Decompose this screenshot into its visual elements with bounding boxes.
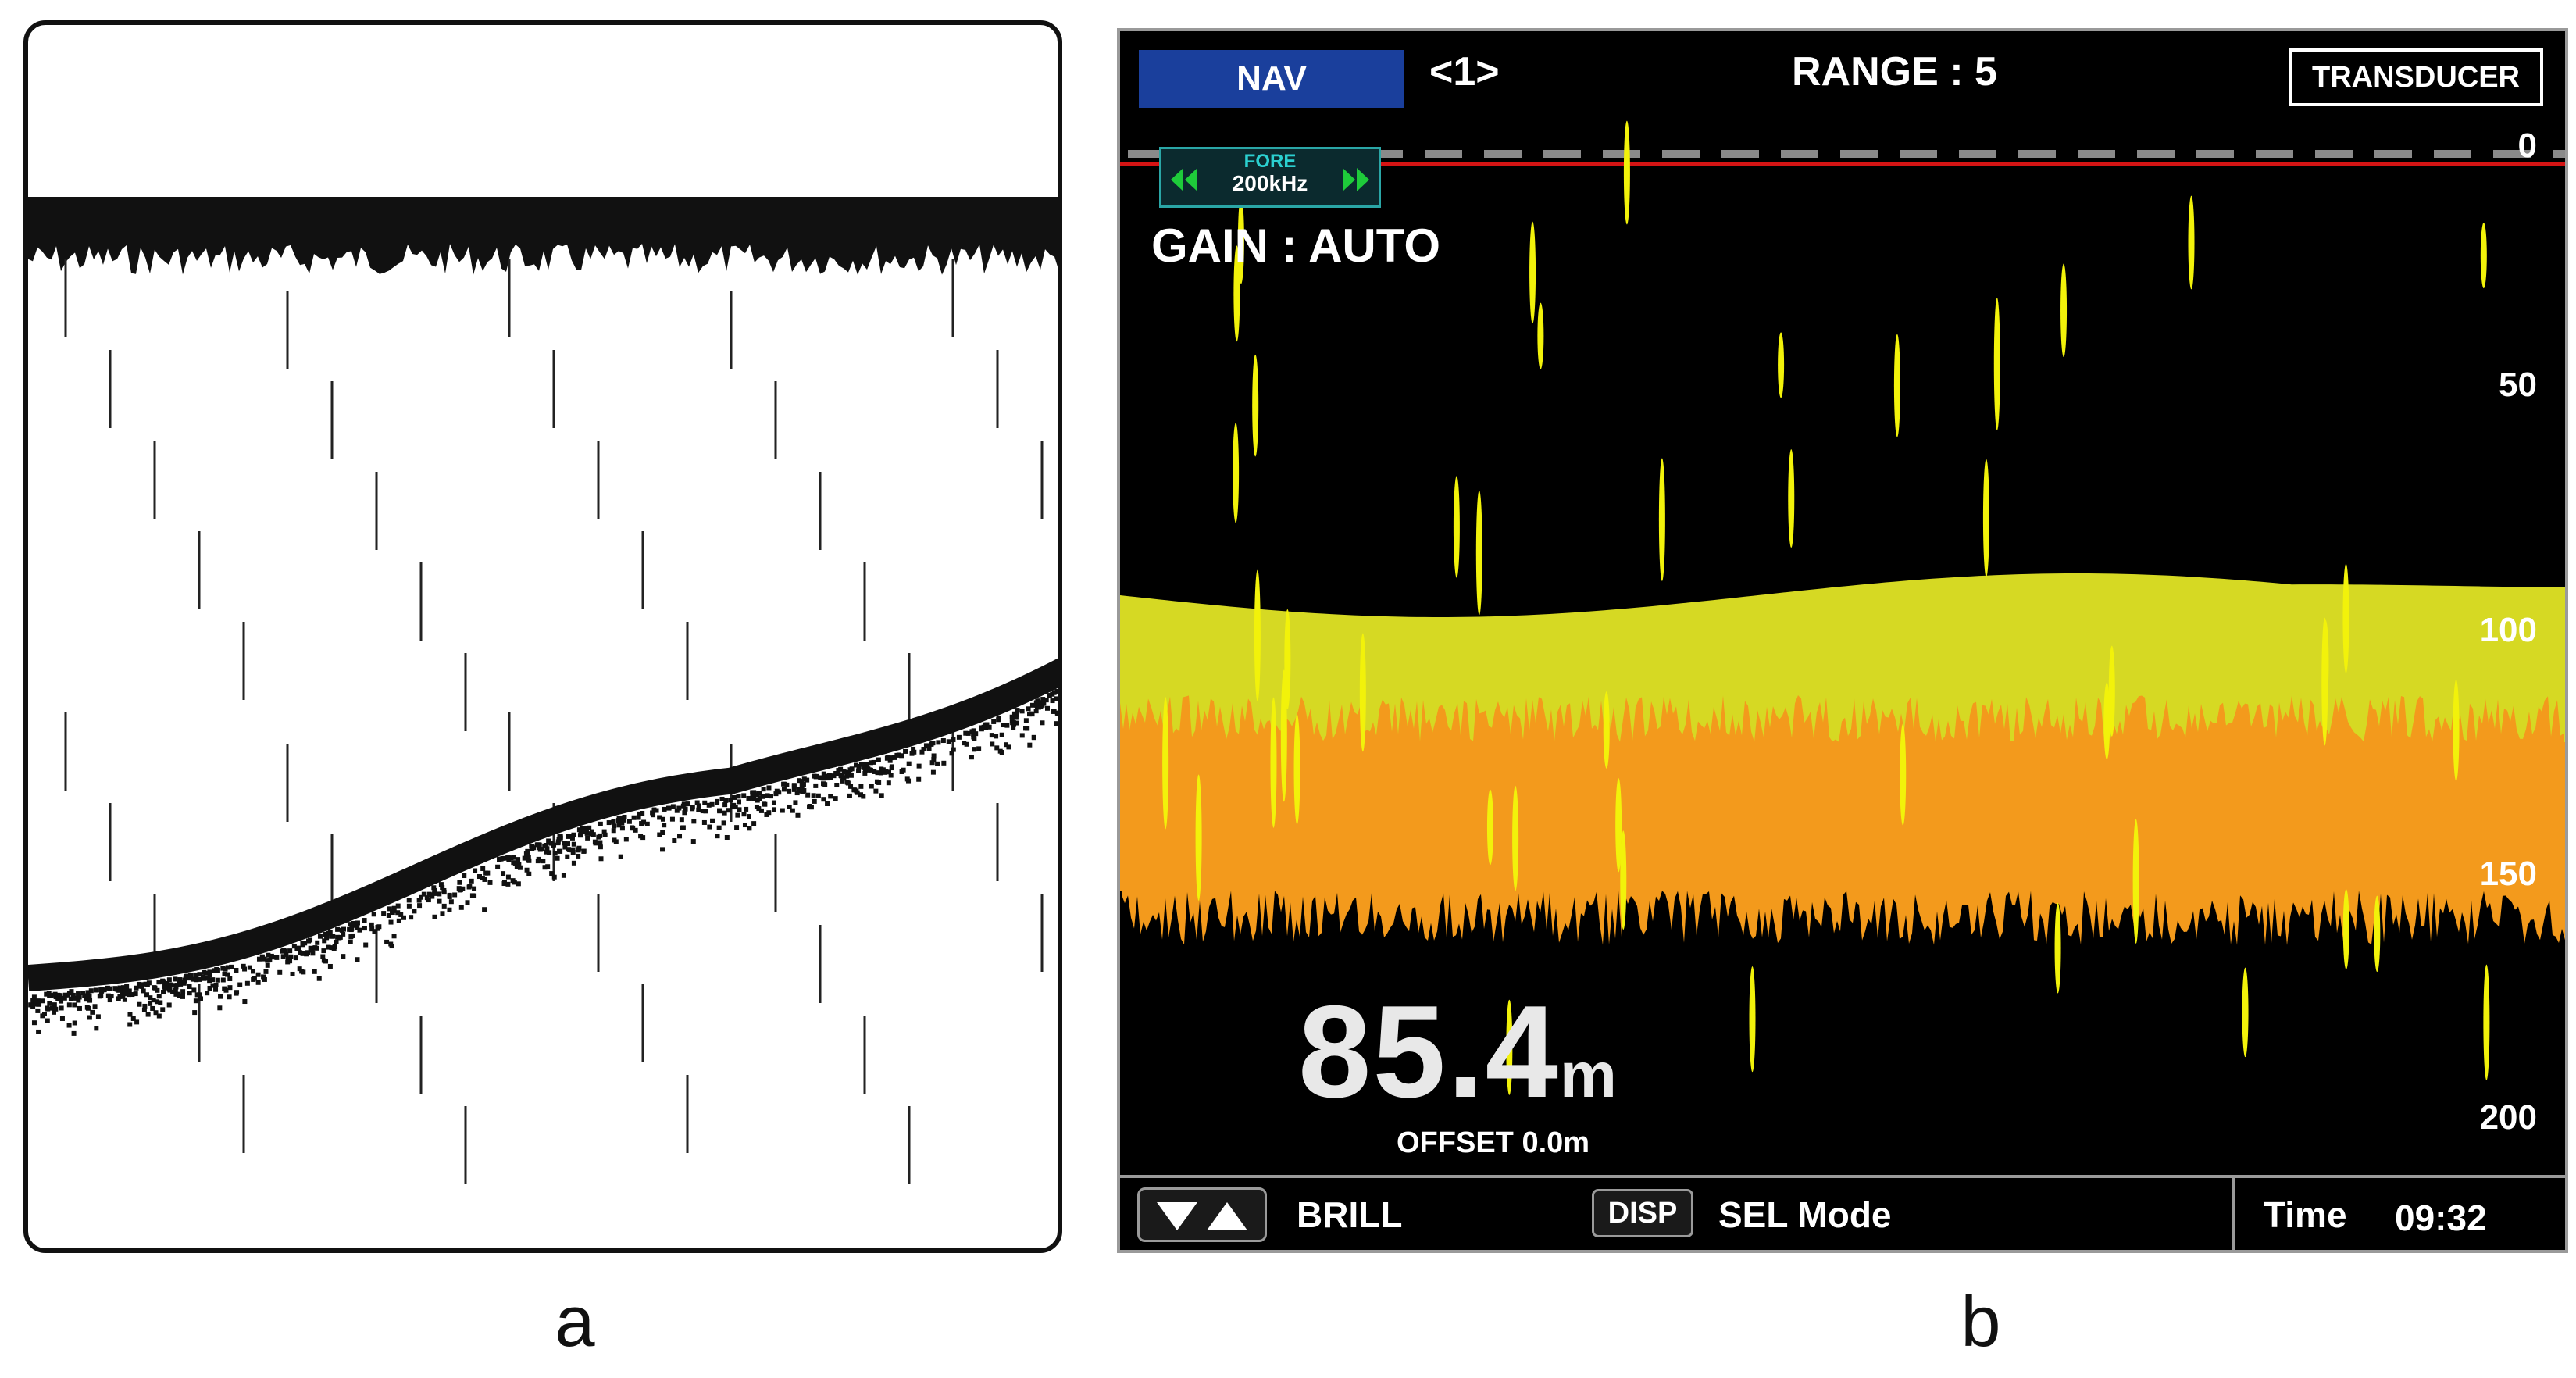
frequency-direction: FORE [1243, 151, 1297, 172]
echogram-panel-a [23, 20, 1062, 1253]
offset-readout: OFFSET 0.0m [1397, 1126, 1590, 1159]
top-bar: NAV <1> RANGE : 5 TRANSDUCER [1120, 31, 2565, 117]
frequency-selector[interactable]: FORE 200kHz [1159, 147, 1381, 208]
transducer-button[interactable]: TRANSDUCER [2289, 48, 2543, 106]
depth-scale-100: 100 [2479, 611, 2537, 649]
depth-unit: m [1559, 1040, 1618, 1111]
page-indicator[interactable]: <1> [1429, 49, 1500, 95]
depth-scale-150: 150 [2479, 855, 2537, 893]
depth-scale-0: 0 [2517, 127, 2537, 165]
gain-label: GAIN : AUTO [1151, 220, 1440, 272]
sel-mode-label: SEL Mode [1718, 1194, 1892, 1235]
range-label: RANGE : 5 [1792, 49, 1997, 95]
double-left-arrow-icon[interactable] [1169, 166, 1199, 193]
echosounder-display: NAV <1> RANGE : 5 TRANSDUCER FORE 200kHz… [1117, 28, 2568, 1253]
bottom-bar: BRILL DISP SEL Mode Time 09:32 [1120, 1175, 2565, 1250]
frequency-value: 200kHz [1232, 171, 1308, 195]
depth-value: 85.4 [1298, 978, 1560, 1125]
up-down-arrows-icon [1157, 1202, 1247, 1230]
brill-label: BRILL [1297, 1194, 1403, 1235]
color-echogram [1120, 120, 2565, 1095]
brill-updown-button[interactable] [1137, 1187, 1267, 1242]
caption-a: a [555, 1282, 595, 1362]
time-value: 09:32 [2395, 1198, 2487, 1238]
double-right-arrow-icon[interactable] [1341, 166, 1371, 193]
depth-scale-200: 200 [2479, 1098, 2537, 1137]
footer-divider [2232, 1178, 2235, 1250]
nav-button[interactable]: NAV [1139, 50, 1404, 108]
depth-scale-50: 50 [2499, 366, 2537, 404]
caption-b: b [1961, 1282, 2001, 1362]
time-label: Time [2264, 1194, 2347, 1235]
monochrome-echogram [28, 197, 1058, 1184]
depth-readout: 85.4m [1298, 976, 1618, 1127]
disp-button[interactable]: DISP [1592, 1189, 1693, 1237]
